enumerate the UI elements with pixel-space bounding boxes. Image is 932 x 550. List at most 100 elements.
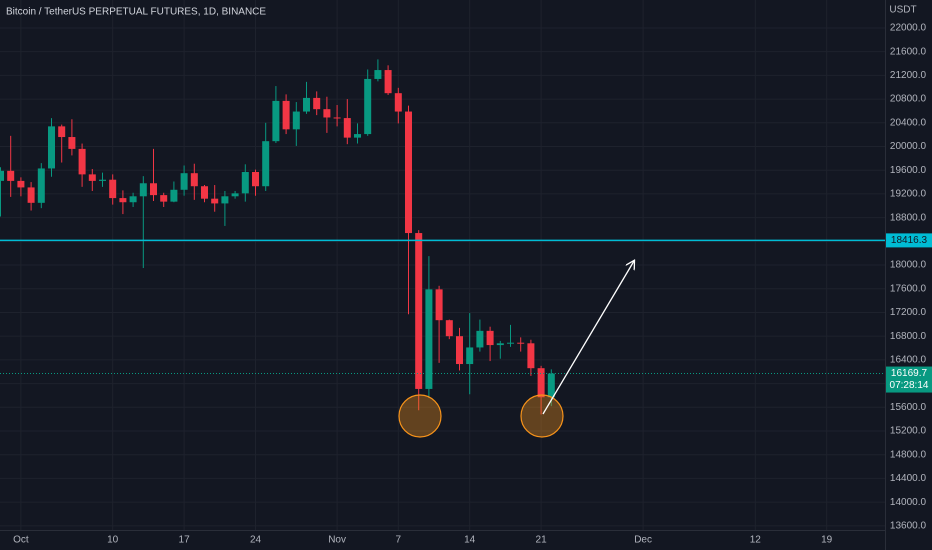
y-tick-label: 16800.0 bbox=[890, 331, 927, 342]
candle-body bbox=[394, 93, 402, 112]
candle-body bbox=[425, 289, 433, 389]
y-tick-label: 20000.0 bbox=[890, 141, 927, 152]
candle-body bbox=[547, 373, 555, 398]
level-label-bg bbox=[886, 233, 932, 248]
y-tick-label: 17200.0 bbox=[890, 307, 927, 318]
x-tick-label: 12 bbox=[750, 535, 762, 546]
candle-body bbox=[445, 320, 453, 337]
candle-body bbox=[37, 168, 45, 203]
candle-body bbox=[58, 126, 66, 138]
candle-body bbox=[109, 179, 117, 199]
grid bbox=[0, 0, 885, 530]
candle-body bbox=[272, 100, 280, 142]
candle-body bbox=[17, 180, 25, 188]
current-price-label: 16169.7 bbox=[891, 368, 928, 379]
candle-body bbox=[119, 198, 127, 203]
highlight-circle bbox=[398, 394, 442, 438]
x-tick-label: 7 bbox=[396, 535, 402, 546]
candle-body bbox=[221, 196, 229, 204]
current-price-bg bbox=[886, 366, 932, 393]
candle-body bbox=[27, 187, 35, 203]
y-tick-label: 13600.0 bbox=[890, 520, 927, 531]
y-tick-label: 21600.0 bbox=[890, 46, 927, 57]
candle-body bbox=[211, 198, 219, 204]
y-tick-label: 19200.0 bbox=[890, 189, 927, 200]
candle-body bbox=[150, 183, 157, 196]
candle-body bbox=[252, 172, 259, 187]
candle-body bbox=[364, 78, 372, 135]
candle-body bbox=[303, 97, 310, 112]
candle-body bbox=[160, 195, 168, 202]
y-tick-label: 17600.0 bbox=[890, 283, 927, 294]
candle-body bbox=[405, 111, 412, 234]
candle-body bbox=[99, 179, 106, 181]
candle-body bbox=[139, 183, 147, 197]
y-tick-label: 16400.0 bbox=[890, 355, 927, 366]
candle-body bbox=[456, 336, 463, 365]
candle-body bbox=[68, 137, 76, 149]
candle-body bbox=[190, 173, 198, 187]
candle-body bbox=[313, 97, 321, 110]
candle-body bbox=[343, 118, 351, 138]
y-tick-label: 15200.0 bbox=[890, 426, 927, 437]
candle-body bbox=[262, 141, 270, 187]
y-tick-label: 21200.0 bbox=[890, 70, 927, 81]
candle-body bbox=[241, 172, 249, 194]
candle-body bbox=[48, 126, 55, 169]
candle-body bbox=[292, 111, 300, 130]
candle-body bbox=[78, 148, 86, 175]
trend-arrow bbox=[542, 261, 634, 415]
candle-body bbox=[517, 342, 525, 344]
candle-body bbox=[476, 330, 484, 348]
candle-body bbox=[486, 330, 494, 346]
x-tick-label: 14 bbox=[464, 535, 476, 546]
candle-body bbox=[496, 343, 504, 346]
x-tick-label: Oct bbox=[13, 535, 29, 546]
candle-body bbox=[333, 117, 341, 119]
candle-body bbox=[527, 343, 535, 369]
candle-body bbox=[201, 186, 208, 199]
candle-body bbox=[180, 173, 188, 190]
candle-body bbox=[507, 342, 514, 344]
y-tick-label: 20400.0 bbox=[890, 117, 927, 128]
x-tick-label: Nov bbox=[328, 535, 346, 546]
x-tick-label: 24 bbox=[250, 535, 262, 546]
candle-body bbox=[231, 193, 239, 197]
x-tick-label: 21 bbox=[536, 535, 548, 546]
x-tick-label: 10 bbox=[107, 535, 119, 546]
highlight-circle bbox=[520, 394, 564, 438]
y-tick-label: 15600.0 bbox=[890, 402, 927, 413]
axes: 13600.0 14000.0 14400.0 14800.0 15200.0 15600… bbox=[13, 23, 932, 546]
y-tick-label: 19600.0 bbox=[890, 165, 927, 176]
candle-body bbox=[282, 100, 290, 130]
candle-body bbox=[384, 70, 392, 94]
x-tick-label: 17 bbox=[179, 535, 191, 546]
candle-body bbox=[323, 109, 331, 118]
y-tick-label: 14400.0 bbox=[890, 473, 927, 484]
chart-title: Bitcoin / TetherUS PERPETUAL FUTURES, 1D… bbox=[6, 7, 266, 18]
plot-area bbox=[0, 59, 885, 415]
candle-body bbox=[129, 196, 137, 203]
y-tick-label: 18800.0 bbox=[890, 212, 927, 223]
candle-body bbox=[537, 368, 545, 398]
currency-label: USDT bbox=[889, 5, 916, 16]
level-label: 18416.3 bbox=[891, 235, 928, 246]
candle-body bbox=[374, 70, 382, 79]
candle-body bbox=[88, 174, 96, 181]
y-tick-label: 14800.0 bbox=[890, 449, 927, 460]
x-tick-label: 19 bbox=[821, 535, 833, 546]
candle-body bbox=[466, 347, 474, 365]
y-tick-label: 20800.0 bbox=[890, 94, 927, 105]
countdown-label: 07:28:14 bbox=[890, 380, 929, 391]
candle-body bbox=[354, 134, 361, 138]
x-tick-label: Dec bbox=[634, 535, 652, 546]
y-tick-label: 14000.0 bbox=[890, 497, 927, 508]
candle-body bbox=[170, 189, 178, 202]
candle-body bbox=[435, 289, 443, 321]
candle-body bbox=[7, 170, 15, 181]
y-tick-label: 22000.0 bbox=[890, 23, 927, 34]
candle-body bbox=[415, 233, 423, 389]
candle-body bbox=[0, 170, 4, 181]
